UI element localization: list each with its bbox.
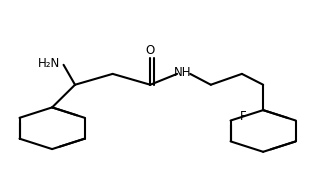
- Text: O: O: [146, 44, 155, 57]
- Text: NH: NH: [174, 66, 192, 79]
- Text: H₂N: H₂N: [38, 57, 60, 70]
- Text: F: F: [240, 110, 247, 123]
